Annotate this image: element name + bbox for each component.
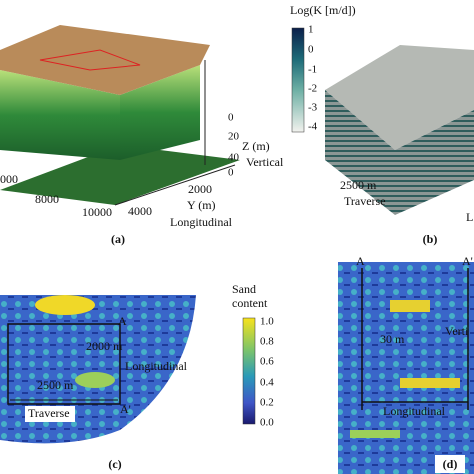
colorbar-title: content (232, 296, 268, 310)
colorbar-tick: -2 (308, 83, 317, 95)
terrain-surface (0, 25, 210, 95)
point-label: A (118, 314, 127, 328)
colorbar-tick: 1 (308, 24, 314, 36)
k-field-top (325, 45, 474, 150)
panel-caption: (b) (423, 232, 438, 246)
colorbar-tick: -1 (308, 64, 317, 76)
colorbar (242, 317, 256, 425)
axis-label: Z (m) (242, 139, 270, 153)
tick-label: 000 (0, 172, 18, 186)
dimension-label: 2500 m (340, 178, 377, 192)
axis-direction: Longitudinal (170, 215, 233, 229)
sand-section (338, 262, 474, 474)
colorbar-title: Sand (232, 282, 256, 296)
colorbar-tick: 0.8 (260, 336, 274, 348)
study-area-box (39, 49, 141, 71)
point-label: A' (120, 402, 131, 416)
tick-label: 0 (228, 167, 234, 179)
tick-label: 40 (228, 152, 240, 164)
k-field-side (325, 90, 395, 215)
panel-caption: (c) (108, 457, 121, 471)
tick-label: 0 (228, 112, 234, 124)
point-label: A' (462, 254, 473, 268)
label-background (435, 455, 465, 473)
colorbar-tick: -4 (308, 121, 318, 133)
direction-label: Traverse (344, 194, 386, 208)
panel-caption: (d) (443, 457, 458, 471)
sand-patch (350, 430, 400, 438)
axis-line (114, 164, 236, 206)
fence-diagram (0, 70, 120, 160)
axis-direction: Vertical (246, 155, 284, 169)
colorbar-tick: -3 (308, 102, 318, 114)
sand-patch (75, 372, 115, 388)
direction-label: Longitudinal (383, 404, 446, 418)
tick-label: 4000 (128, 204, 152, 218)
sand-patch (400, 378, 460, 388)
colorbar-tick: 0.0 (260, 417, 274, 429)
colorbar (291, 27, 305, 133)
colorbar-tick: 0.6 (260, 356, 274, 368)
tick-label: 10000 (82, 205, 112, 219)
direction-label: Longitudinal (125, 359, 188, 373)
panel-caption: (a) (111, 232, 125, 246)
dimension-label: 2500 m (37, 378, 74, 392)
point-label: A (356, 254, 365, 268)
ground-plane (0, 145, 240, 205)
colorbar-title: Log(K [m/d]) (290, 3, 356, 17)
tick-label: 8000 (35, 192, 59, 206)
colorbar-tick: 0.4 (260, 377, 274, 389)
colorbar-tick: 0.2 (260, 397, 274, 409)
tick-label: 20 (228, 131, 240, 143)
dimension-label: 30 m (380, 332, 405, 346)
label-background (25, 406, 75, 422)
tick-label: 2000 (188, 182, 212, 196)
direction-label: L (466, 210, 473, 224)
direction-label: Traverse (28, 406, 70, 420)
sand-patch (390, 300, 430, 312)
colorbar-tick: 0 (308, 44, 314, 56)
direction-label: Verti (445, 324, 469, 338)
colorbar-tick: 1.0 (260, 316, 274, 328)
sand-patch (35, 295, 95, 315)
fence-diagram (120, 65, 200, 160)
axis-label: Y (m) (187, 198, 216, 212)
k-field-side (395, 110, 474, 215)
dimension-label: 2000 m (86, 339, 123, 353)
